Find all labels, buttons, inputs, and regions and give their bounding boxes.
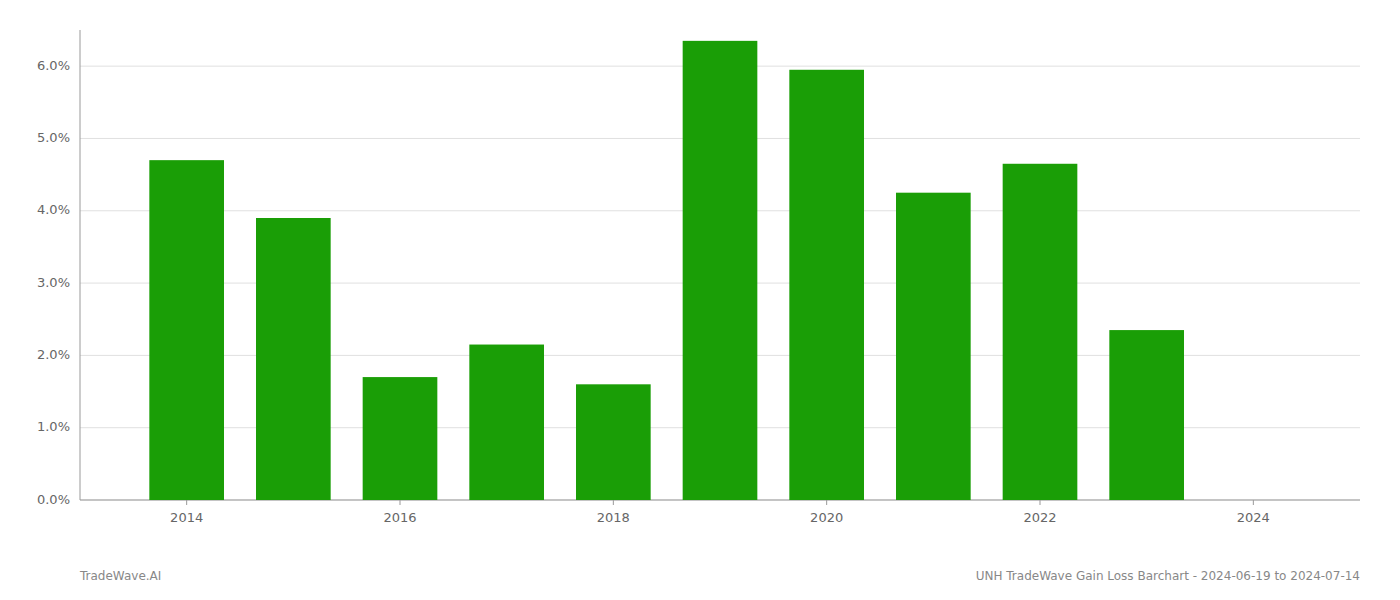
footer-left: TradeWave.AI [79, 569, 161, 583]
axes: 0.0% 1.0% 2.0% 3.0% 4.0% 5.0% 6.0% 2014 2016 2018… [37, 30, 1360, 525]
y-axis-line [80, 30, 81, 500]
y-tick-label: 2.0% [37, 347, 70, 362]
chart: 0.0% 1.0% 2.0% 3.0% 4.0% 5.0% 6.0% 2014 2016 2018… [0, 0, 1400, 600]
x-tick-label: 2022 [1023, 510, 1056, 525]
y-tick-label: 3.0% [37, 275, 70, 290]
y-tick-label: 6.0% [37, 58, 70, 73]
bar [256, 218, 331, 500]
x-tick-label: 2024 [1237, 510, 1270, 525]
bars [149, 41, 1184, 500]
x-tick [1040, 500, 1041, 505]
y-tick-label: 4.0% [37, 202, 70, 217]
x-tick-label: 2018 [597, 510, 630, 525]
x-tick-label: 2020 [810, 510, 843, 525]
y-tick-label: 5.0% [37, 130, 70, 145]
x-tick [186, 500, 187, 505]
bar [1003, 164, 1078, 500]
bar [363, 377, 438, 500]
annotations: TradeWave.AI UNH TradeWave Gain Loss Barc… [79, 569, 1360, 583]
y-tick-label: 0.0% [37, 492, 70, 507]
bar [469, 345, 544, 500]
x-tick [400, 500, 401, 505]
x-tick [1253, 500, 1254, 505]
bar [576, 384, 651, 500]
x-tick [613, 500, 614, 505]
bar [896, 193, 971, 500]
y-tick-label: 1.0% [37, 419, 70, 434]
footer-right: UNH TradeWave Gain Loss Barchart - 2024-… [976, 569, 1360, 583]
bar [789, 70, 864, 500]
x-tick-label: 2014 [170, 510, 203, 525]
x-tick-label: 2016 [383, 510, 416, 525]
bar [149, 160, 224, 500]
bar [683, 41, 758, 500]
x-tick [826, 500, 827, 505]
bar [1109, 330, 1184, 500]
